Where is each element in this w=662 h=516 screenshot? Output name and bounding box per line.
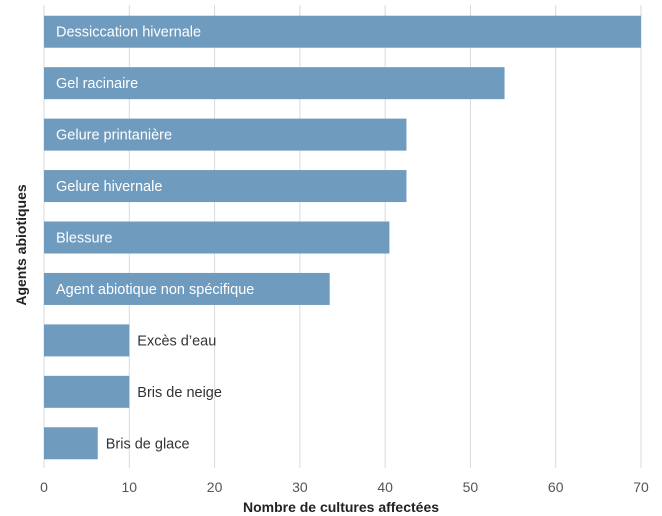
x-tick-label: 70 bbox=[633, 479, 649, 495]
bar-label: Agent abiotique non spécifique bbox=[56, 282, 254, 298]
x-tick-label: 30 bbox=[292, 479, 308, 495]
bar bbox=[44, 324, 130, 357]
bar-label: Gelure hivernale bbox=[56, 179, 162, 195]
x-tick-label: 60 bbox=[548, 479, 564, 495]
x-axis-ticks: 0 10 20 30 40 50 60 70 bbox=[40, 479, 649, 495]
bar bbox=[44, 427, 98, 460]
bar bbox=[44, 170, 407, 203]
x-tick-label: 10 bbox=[121, 479, 137, 495]
bar-label: Gel racinaire bbox=[56, 76, 138, 92]
x-tick-label: 40 bbox=[377, 479, 393, 495]
bar bbox=[44, 221, 390, 254]
x-tick-label: 0 bbox=[40, 479, 48, 495]
bar bbox=[44, 272, 330, 305]
bar-label: Blessure bbox=[56, 231, 112, 247]
bar bbox=[44, 118, 407, 151]
y-axis-title: Agents abiotiques bbox=[13, 184, 29, 306]
bar-label: Excès d’eau bbox=[137, 333, 216, 349]
x-axis-title: Nombre de cultures affectées bbox=[243, 499, 439, 515]
bar bbox=[44, 375, 130, 408]
x-tick-label: 50 bbox=[463, 479, 479, 495]
bar-label: Gelure printanière bbox=[56, 128, 172, 144]
bar bbox=[44, 15, 641, 48]
bar-label: Dessiccation hivernale bbox=[56, 25, 201, 41]
bars: Dessiccation hivernale Gel racinaire Gelur… bbox=[44, 15, 641, 460]
bar-label: Bris de glace bbox=[106, 436, 190, 452]
bar-label: Bris de neige bbox=[137, 385, 222, 401]
x-tick-label: 20 bbox=[207, 479, 223, 495]
bar bbox=[44, 67, 505, 100]
